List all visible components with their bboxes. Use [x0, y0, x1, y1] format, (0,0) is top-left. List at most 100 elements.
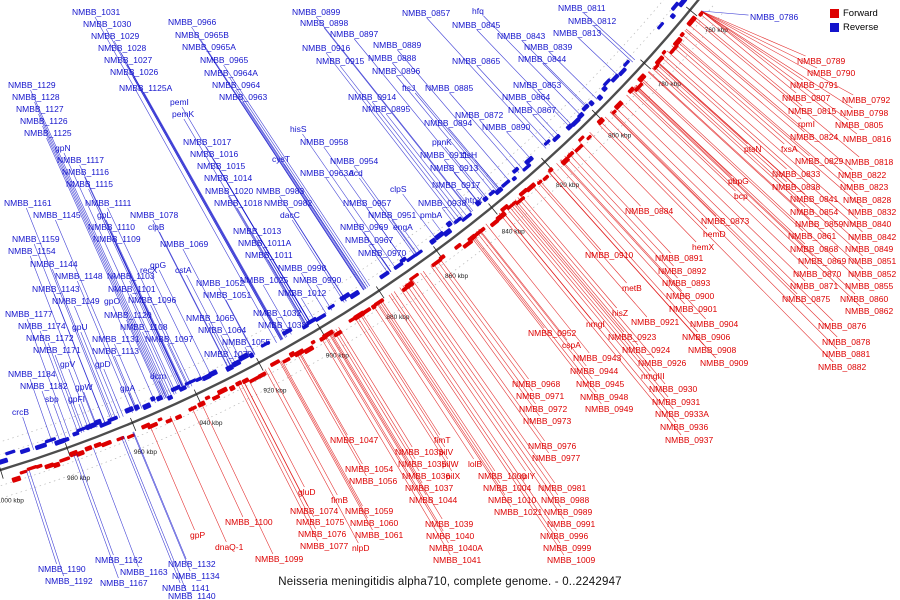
- gene-arrow: [0, 457, 9, 465]
- leader-line: [325, 177, 391, 273]
- gene-arrow: [414, 249, 423, 257]
- gene-label: NMBB_1145: [33, 210, 81, 220]
- gene-arrow: [577, 112, 585, 120]
- gene-label: NMBB_0841: [790, 194, 838, 204]
- gene-label: NMBB_1069: [160, 239, 208, 249]
- gene-label: NMBB_0792: [842, 95, 890, 105]
- gene-arrow: [578, 135, 585, 142]
- gene-label: gpP: [190, 530, 205, 540]
- leader-line: [695, 17, 803, 107]
- gene-label: NMBB_0988: [541, 495, 589, 505]
- gene-label: NMBB_1035: [398, 459, 446, 469]
- leader-line: [353, 165, 418, 254]
- gene-label: pemK: [172, 109, 195, 119]
- gene-arrow: [195, 376, 203, 383]
- leader-line: [600, 121, 708, 230]
- gene-arrow: [566, 150, 575, 159]
- gene-label: NMBB_0917: [432, 180, 480, 190]
- leader-line: [532, 114, 557, 140]
- leader-line: [126, 319, 163, 401]
- leader-line: [538, 179, 602, 251]
- leader-line: [560, 159, 682, 292]
- gene-label: NMBB_1031: [72, 7, 120, 17]
- leader-line: [611, 110, 798, 295]
- gene-arrow: [44, 462, 55, 470]
- leader-line: [366, 207, 406, 263]
- tick-mark: [0, 466, 4, 479]
- leader-line: [53, 403, 67, 439]
- gene-arrow: [306, 316, 317, 326]
- leader-line: [302, 133, 396, 269]
- gene-label: ftsH: [462, 150, 477, 160]
- leader-line: [510, 203, 651, 372]
- gene-label: NMBB_0930: [649, 384, 697, 394]
- leader-line: [579, 141, 641, 207]
- gene-label: NMBB_1161: [4, 198, 52, 208]
- leader-line: [335, 328, 416, 460]
- gene-label: NMBB_0813: [553, 28, 601, 38]
- gene-label: NMBB_0869: [798, 256, 846, 266]
- leader-line: [158, 269, 212, 377]
- leader-line: [354, 38, 487, 201]
- leader-line: [514, 199, 639, 346]
- gene-label: engA: [393, 222, 413, 232]
- leader-line: [655, 63, 787, 183]
- gene-label: NMBB_1131: [92, 334, 140, 344]
- gene-arrow: [596, 94, 604, 101]
- tick-label: 980 kbp: [67, 475, 91, 482]
- gene-label: NMBB_1015: [197, 161, 245, 171]
- gene-label: NMBB_0991: [547, 519, 595, 529]
- gene-label: NMBB_0977: [532, 453, 580, 463]
- gene-label: NMBB_1033: [395, 447, 443, 457]
- tick-label: 880 kbp: [386, 314, 410, 321]
- gene-label: NMBB_1041: [433, 555, 481, 565]
- leader-line: [247, 378, 305, 488]
- gene-arrow: [661, 49, 667, 55]
- gene-arrow: [260, 340, 271, 348]
- gene-label: NMBB_0967: [345, 235, 393, 245]
- gene-label: NMBB_1027: [104, 55, 152, 65]
- leader-line: [236, 207, 307, 326]
- gene-arrow: [124, 406, 134, 414]
- gene-arrow: [461, 212, 472, 222]
- gene-label: NMBB_1011A: [238, 238, 292, 248]
- gene-label: NMBB_1020: [205, 186, 253, 196]
- gene-label: NMBB_0921: [631, 317, 679, 327]
- leader-line: [225, 299, 256, 355]
- leader-line: [132, 431, 191, 572]
- leader-line: [372, 305, 474, 460]
- leader-line: [478, 228, 568, 341]
- leader-line: [408, 281, 559, 496]
- gene-label: NMBB_0868: [790, 244, 838, 254]
- leader-line: [699, 12, 797, 94]
- gene-label: NMBB_0885: [425, 83, 473, 93]
- leader-line: [368, 244, 389, 274]
- gene-arrow: [281, 327, 293, 336]
- gene-label: hfq: [472, 6, 484, 16]
- leader-line: [128, 392, 137, 412]
- gene-arrow: [570, 117, 581, 127]
- leader-line: [338, 327, 413, 448]
- gene-label: NMBB_1143: [32, 284, 80, 294]
- leader-line: [126, 64, 282, 341]
- gene-label: NMBB_0895: [362, 104, 410, 114]
- leader-line: [315, 16, 472, 213]
- gene-label: NMBB_0838: [772, 182, 820, 192]
- leader-line: [630, 90, 736, 192]
- leader-line: [663, 54, 863, 233]
- tick-mark: [256, 358, 264, 371]
- gene-label: NMBB_1021: [494, 507, 542, 517]
- gene-label: NMBB_0964: [212, 80, 260, 90]
- gene-label: NMBB_0876: [818, 321, 866, 331]
- leader-line: [436, 260, 533, 392]
- gene-label: NMBB_1116: [62, 167, 109, 177]
- gene-label: NMBB_1127: [16, 104, 64, 114]
- gene-label: rplY: [520, 471, 535, 481]
- tick-mark: [316, 323, 325, 337]
- tick-mark: [433, 246, 443, 258]
- leader-line: [475, 231, 593, 380]
- gene-arrow: [211, 394, 221, 401]
- leader-line: [243, 380, 314, 518]
- leader-line: [29, 255, 97, 428]
